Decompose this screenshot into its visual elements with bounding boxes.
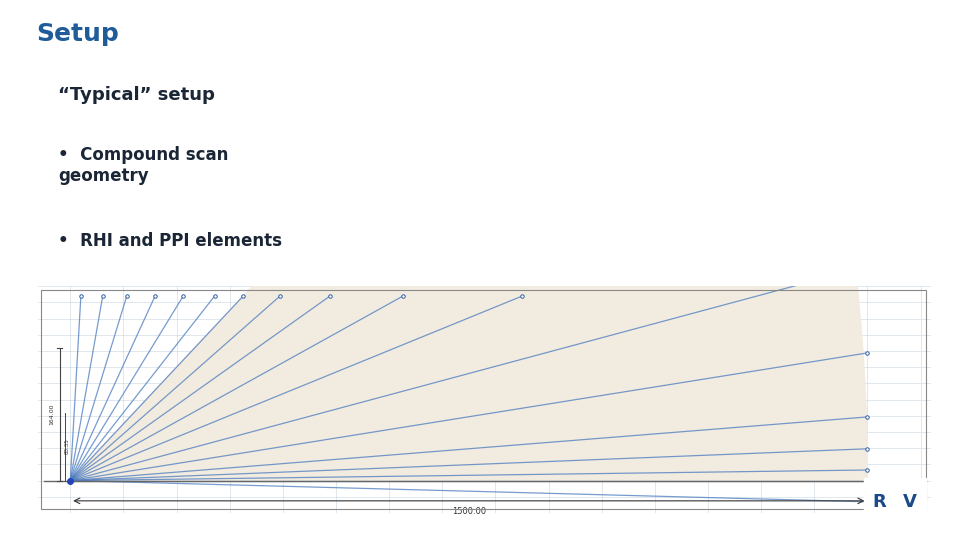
Text: 1500.00: 1500.00 [452,508,486,516]
Polygon shape [70,0,868,481]
Text: •  Compound scan
geometry: • Compound scan geometry [58,146,228,185]
Text: 164.00: 164.00 [50,403,55,425]
Text: 83.35: 83.35 [64,438,69,455]
Text: R: R [873,493,886,511]
Text: •  RHI and PPI elements: • RHI and PPI elements [58,232,282,250]
Text: “Typical” setup: “Typical” setup [58,86,215,104]
Text: V: V [903,493,917,511]
Text: Setup: Setup [36,22,119,45]
